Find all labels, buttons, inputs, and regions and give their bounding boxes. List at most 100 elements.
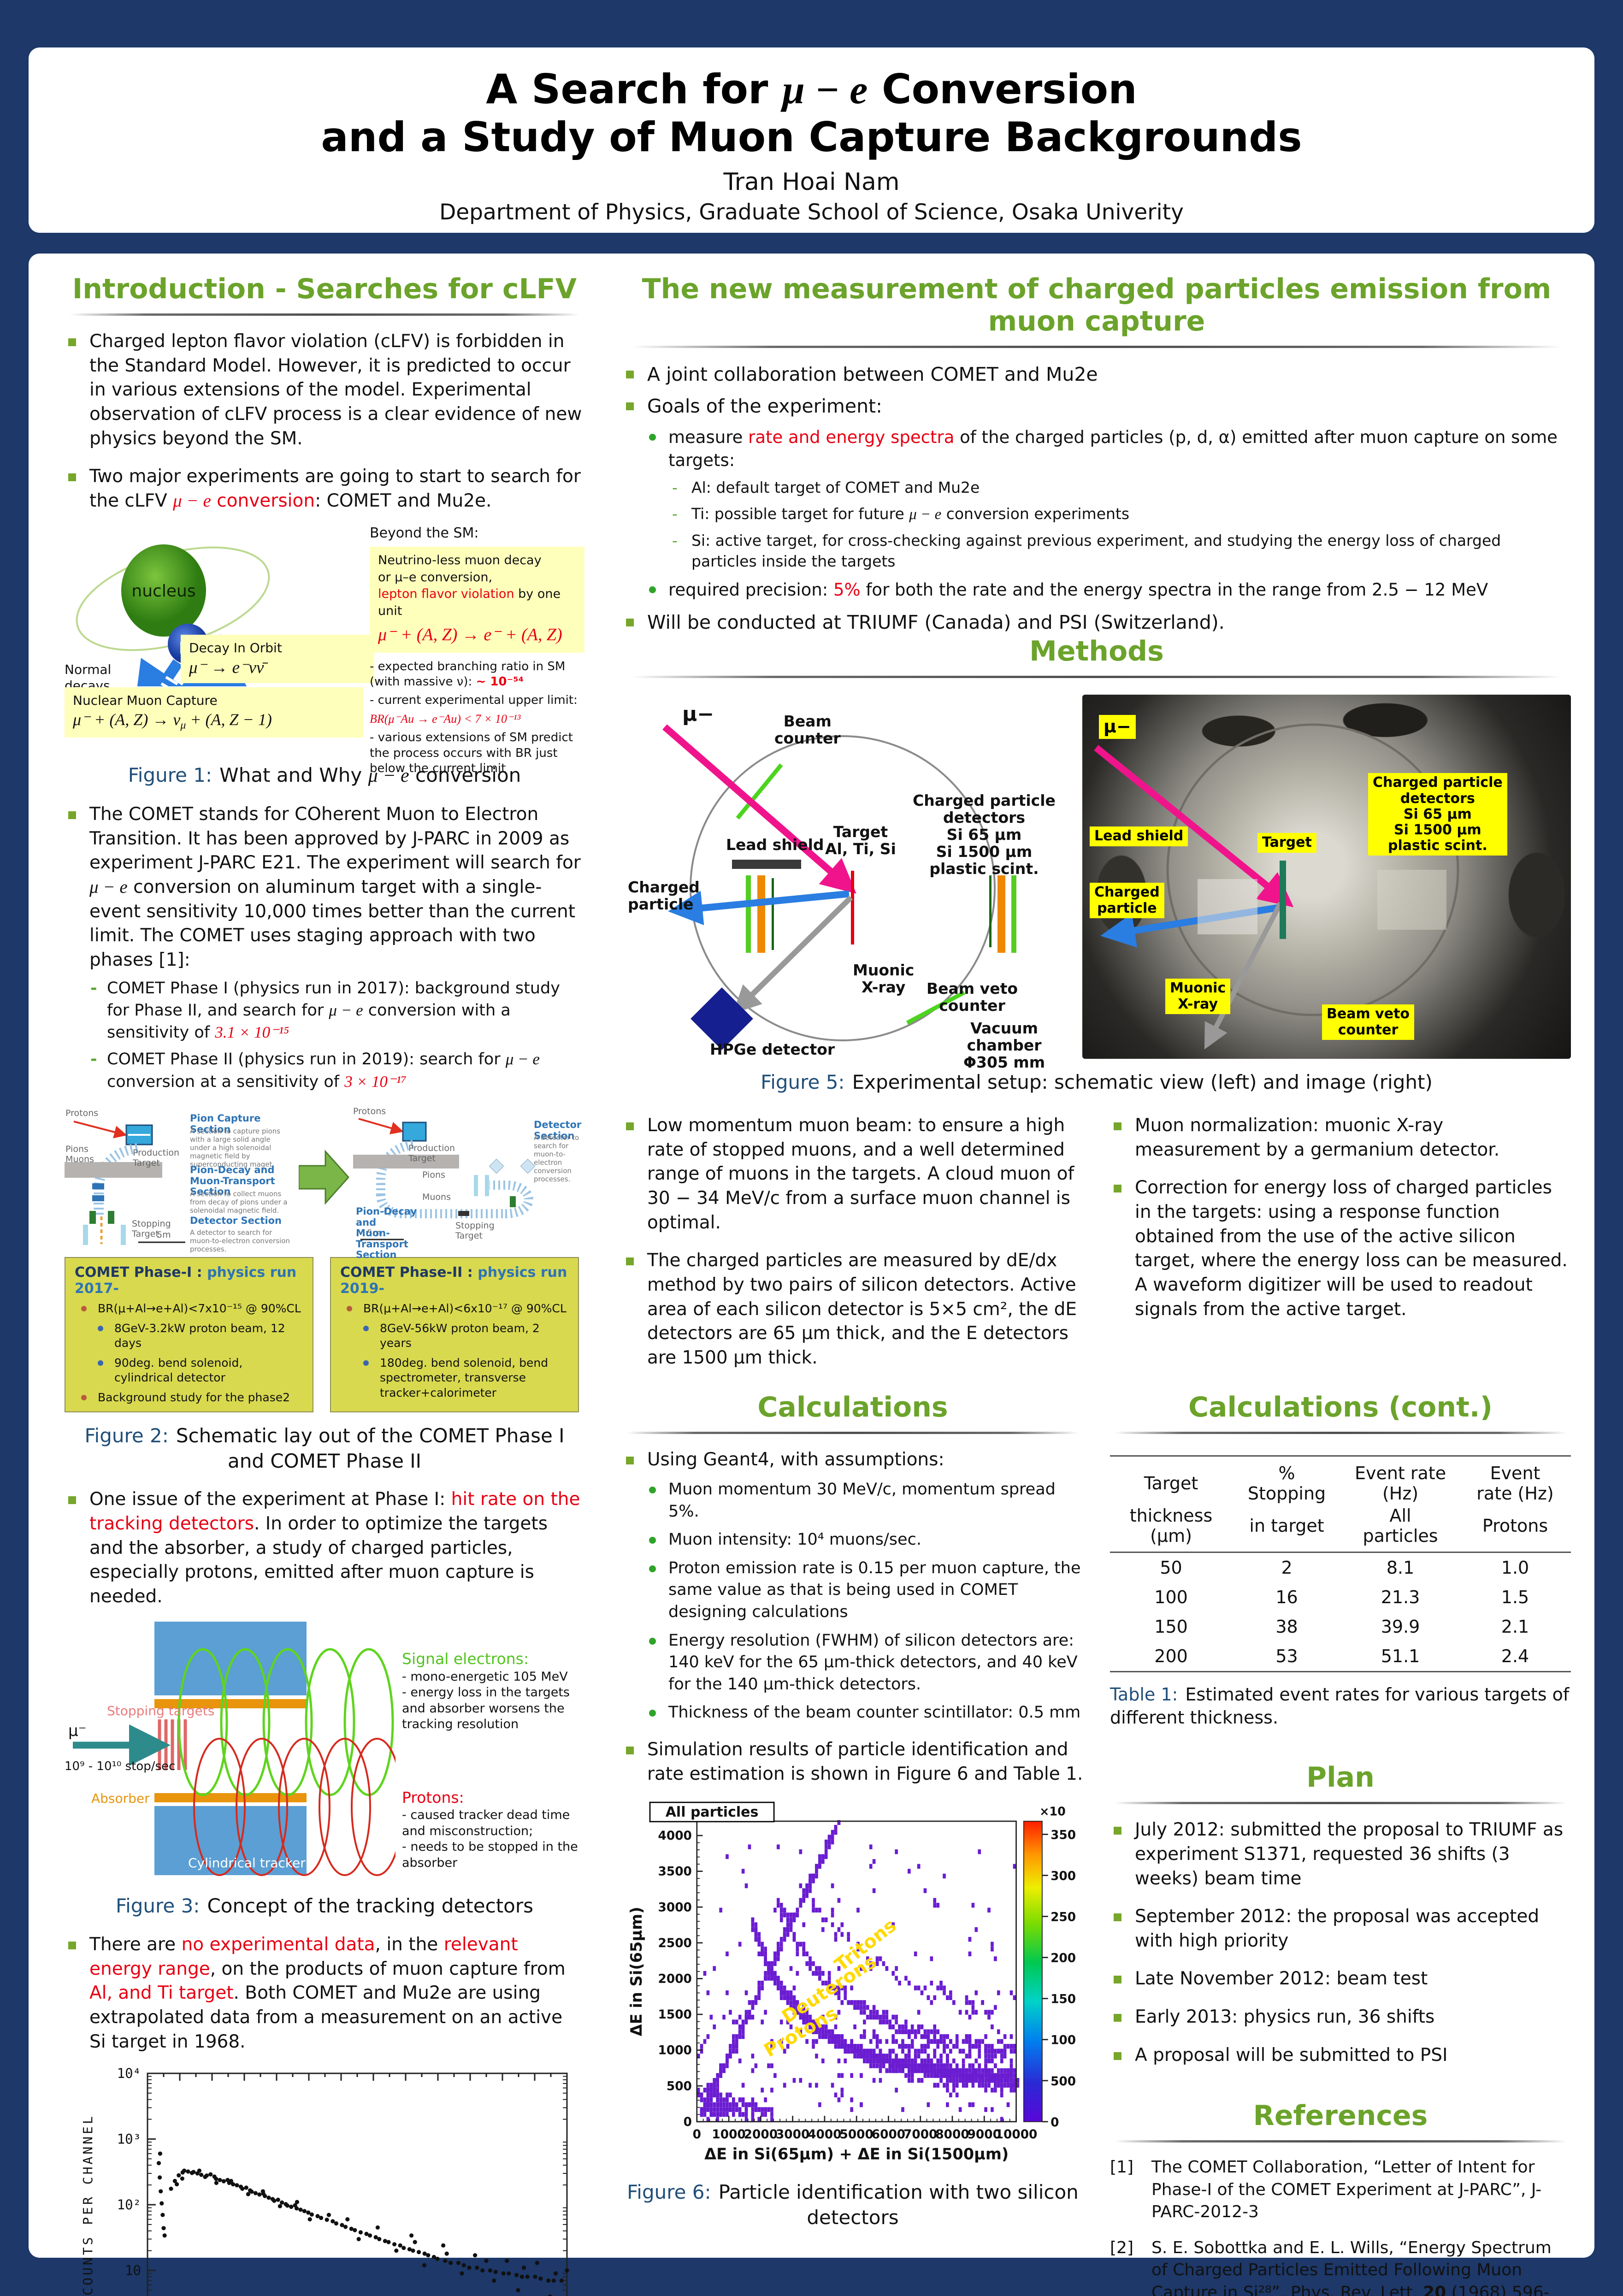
figure-1-caption: Figure 1: What and Why μ − e conversion: [65, 763, 584, 789]
fig2-r-stop-target: Stopping Target: [455, 1221, 495, 1241]
figure-5-caption-label: Figure 5:: [761, 1071, 845, 1094]
fig2-l-pions-muons: Pions Muons: [65, 1144, 94, 1164]
svg-text:3500: 3500: [658, 1865, 692, 1879]
svg-text:0: 0: [1051, 2116, 1059, 2130]
svg-text:9000: 9000: [968, 2128, 1001, 2142]
table-col-header: Event rate (Hz): [1341, 1455, 1460, 1505]
fig5-target-label: Target Al, Ti, Si: [825, 823, 896, 858]
table-cell: 21.3: [1381, 1587, 1420, 1608]
fig6-legend: All particles: [666, 1804, 759, 1820]
fig2-l-prod-target: Production Target: [133, 1148, 180, 1168]
column-introduction: Introduction - Searches for cLFV Charged…: [65, 273, 584, 2296]
svg-text:10⁴: 10⁴: [117, 2066, 141, 2081]
figure-3-caption-text: Concept of the tracking detectors: [207, 1895, 534, 1918]
svg-text:3000: 3000: [776, 2128, 809, 2142]
fig5-photo: μ− Lead shield Charged particle Target C…: [1082, 695, 1571, 1059]
fig1-nucleus-label: nucleus: [131, 582, 195, 601]
figure-5: μ− Beam counter Lead shield Charged part…: [622, 695, 1571, 1071]
fig2-phase1-item: BR(μ+Al→e+Al)<7x10⁻¹⁵ @ 90%CL: [75, 1301, 303, 1316]
figure-2-caption: Figure 2: Schematic lay out of the COMET …: [65, 1423, 584, 1474]
fig1-box-line1: Neutrino-less muon decay: [378, 553, 542, 568]
fig5-beam-veto-label: Beam veto counter: [927, 980, 1018, 1015]
table-header: Target % Stopping Event rate (Hz) Event …: [1110, 1455, 1571, 1553]
fig2-phase2-drawing: [353, 1118, 536, 1240]
svg-text:10: 10: [125, 2263, 141, 2278]
fig1-note-extensions: - various extensions of SM predict the p…: [370, 730, 573, 776]
references-heading: References: [1253, 2100, 1428, 2132]
poster-title-line1: A Search for μ − e Conversion: [486, 65, 1137, 113]
svg-text:2500: 2500: [658, 1936, 692, 1950]
svg-text:500: 500: [1051, 2075, 1076, 2089]
figure-1: nucleus μ⁻ Normal decays, within the SM …: [65, 525, 584, 775]
methods-col-left: Low momentum muon beam: to ensure a high…: [622, 1100, 1083, 1370]
figure-1-caption-label: Figure 1:: [128, 764, 212, 787]
fig2-phase2-item: 180deg. bend solenoid, bend spectrometer…: [340, 1356, 569, 1401]
reference-number: [2]: [1110, 2238, 1133, 2258]
plan-item: A proposal will be submitted to PSI: [1110, 2043, 1571, 2068]
svg-text:10³: 10³: [117, 2131, 141, 2147]
reference-item: [2] S. E. Sobottka and E. L. Wills, “Ene…: [1110, 2237, 1571, 2296]
svg-text:350: 350: [1051, 1829, 1076, 1842]
fig3-muon-label: μ⁻: [68, 1722, 87, 1741]
table-cell: 100: [1154, 1587, 1188, 1608]
figure-6-caption-text: Particle identification with two silicon…: [718, 2181, 1079, 2229]
svg-text:3000: 3000: [658, 1901, 692, 1915]
newmeas-bullet-2: Goals of the experiment:: [622, 394, 1571, 419]
fig5-photo-veto-label: Beam veto counter: [1322, 1004, 1415, 1040]
heading-rule: [1115, 1802, 1566, 1805]
table-cell: 51.1: [1341, 1641, 1460, 1673]
svg-text:1000: 1000: [658, 2044, 692, 2058]
fig2-arrow-icon: [299, 1150, 349, 1205]
svg-text:10²: 10²: [117, 2197, 141, 2213]
main-card: Introduction - Searches for cLFV Charged…: [29, 254, 1594, 2296]
fig1-notes: - expected branching ratio in SM (with m…: [370, 659, 584, 777]
calc-assumption: Muon momentum 30 MeV/c, momentum spread …: [622, 1479, 1083, 1523]
svg-text:6000: 6000: [872, 2128, 905, 2142]
issue-bullet: One issue of the experiment at Phase I: …: [65, 1487, 584, 1609]
reference-item: [1] The COMET Collaboration, “Letter of …: [1110, 2156, 1571, 2223]
figure-3-caption: Figure 3: Concept of the tracking detecto…: [65, 1894, 584, 1919]
svg-text:2000: 2000: [658, 1972, 692, 1986]
figure-6-caption: Figure 6: Particle identification with tw…: [622, 2180, 1083, 2230]
goal-target-ti: Ti: possible target for future μ − e con…: [622, 504, 1571, 525]
table-cell: 200: [1110, 1641, 1233, 1673]
fig3-absorber-label: Absorber: [91, 1791, 150, 1806]
svg-text:2000: 2000: [744, 2128, 778, 2142]
methods-bullet-4: Correction for energy loss of charged pa…: [1110, 1176, 1571, 1322]
fig2-phase-boxes: COMET Phase-I : physics run 2017- BR(μ+A…: [65, 1257, 584, 1413]
newmeas-bullet-1: A joint collaboration between COMET and …: [622, 362, 1571, 387]
fig2-phase2-item: BR(μ+Al→e+Al)<6x10⁻¹⁷ @ 90%CL: [340, 1301, 569, 1316]
table-cell: 2.1: [1501, 1617, 1529, 1637]
plan-item: Early 2013: physics run, 36 shifts: [1110, 2005, 1571, 2030]
fig1-nmc-title: Nuclear Muon Capture: [73, 693, 218, 708]
svg-text:250: 250: [1051, 1911, 1076, 1924]
calculations-columns: Calculations Using Geant4, with assumpti…: [622, 1391, 1571, 2296]
fig5-photo-charged-label: Charged particle: [1090, 883, 1164, 918]
comet-bullet: The COMET stands for COherent Muon to El…: [65, 803, 584, 972]
fig2-r-prod-target: Production Target: [408, 1143, 455, 1163]
table-cell: 150: [1154, 1617, 1188, 1637]
fig3-signal-line1: - mono-energetic 105 MeV: [402, 1669, 568, 1684]
table-row: 50 2 8.1 1.0: [1110, 1552, 1571, 1583]
newmeas-bullet-3: Will be conducted at TRIUMF (Canada) and…: [622, 610, 1571, 635]
table-cell: 53: [1232, 1641, 1342, 1673]
calculations-cont-col: Calculations (cont.) Target % Stopping E…: [1110, 1391, 1571, 2296]
plan-item: September 2012: the proposal was accepte…: [1110, 1905, 1571, 1953]
fig5-charged-particle-label: Charged particle: [628, 878, 700, 914]
calc-assumption: Muon intensity: 10⁴ muons/sec.: [622, 1529, 1083, 1551]
goal-target-al: Al: default target of COMET and Mu2e: [622, 478, 1571, 498]
fig3-drawing: Stopping targets μ⁻ 10⁹ - 10¹⁰ stop/sec …: [65, 1622, 403, 1883]
fig5-muonic-xray-label: Muonic X-ray: [853, 961, 915, 997]
reference-text: S. E. Sobottka and E. L. Wills, “Energy …: [1151, 2238, 1552, 2296]
fig2-r-muons: Muons: [422, 1192, 451, 1203]
fig5-detectors-label: Charged particle detectors Si 65 μm Si 1…: [913, 791, 1056, 878]
fig2-phase1-schematic: Protons Production Target Pions Muons St…: [65, 1106, 295, 1253]
fig5-photo-target-label: Target: [1257, 833, 1316, 853]
fig2-l-detector-section: Detector Section: [190, 1215, 282, 1227]
figure-2: Protons Production Target Pions Muons St…: [65, 1106, 584, 1260]
calc-results-bullet: Simulation results of particle identific…: [622, 1738, 1083, 1786]
table-col-header: Event rate (Hz): [1459, 1455, 1571, 1505]
table-cell: 2.4: [1459, 1641, 1571, 1673]
table-row: 200 53 51.1 2.4: [1110, 1641, 1571, 1673]
